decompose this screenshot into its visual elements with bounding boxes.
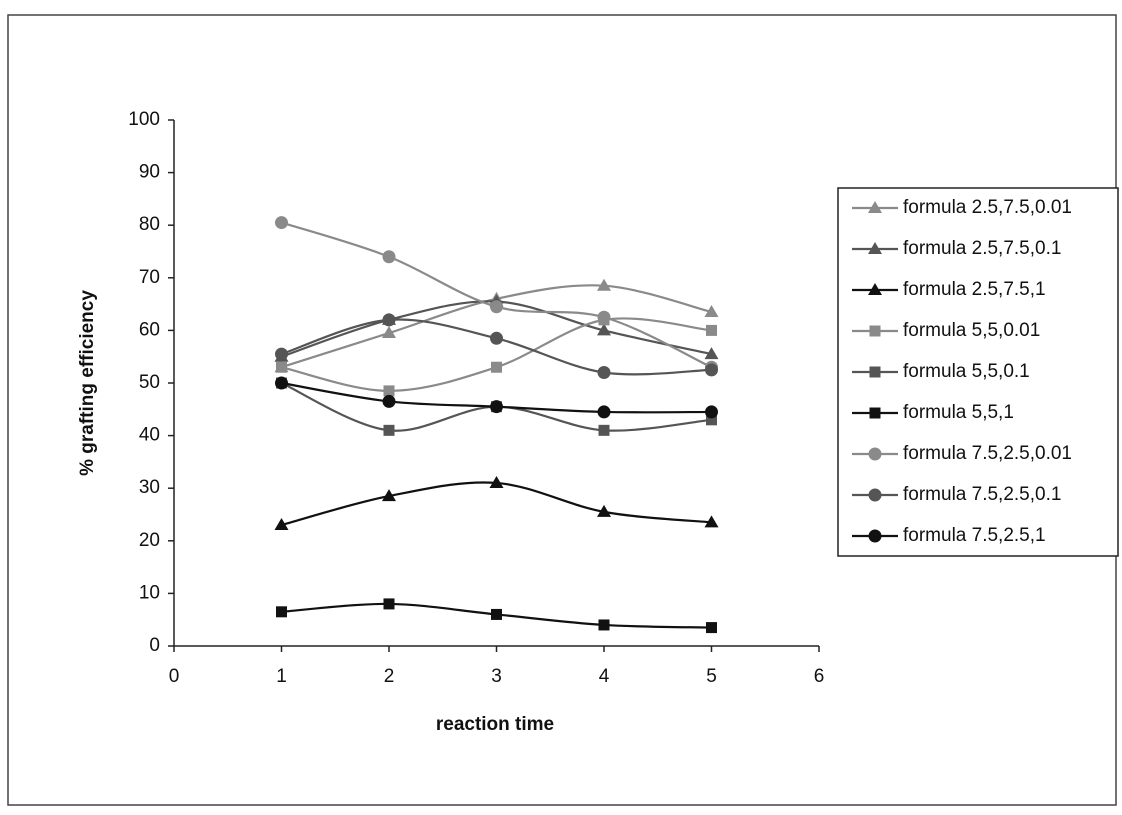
x-tick-label: 5 <box>706 666 717 687</box>
data-point <box>383 250 396 263</box>
y-tick-label: 90 <box>139 162 160 183</box>
x-tick-label: 3 <box>491 666 502 687</box>
x-tick-label: 2 <box>384 666 395 687</box>
data-point <box>598 311 611 324</box>
x-tick-label: 0 <box>169 666 180 687</box>
data-point <box>275 377 288 390</box>
data-point <box>276 362 287 373</box>
chart: reaction time % grafting efficiency 0102… <box>0 0 1122 815</box>
x-tick-label: 6 <box>814 666 825 687</box>
data-point <box>384 425 395 436</box>
data-point <box>598 366 611 379</box>
data-point <box>384 598 395 609</box>
y-tick-label: 20 <box>139 530 160 551</box>
y-tick-label: 10 <box>139 582 160 603</box>
legend-label: formula 2.5,7.5,1 <box>903 279 1046 300</box>
legend-marker <box>869 530 882 543</box>
y-tick-label: 100 <box>128 109 160 130</box>
data-point <box>491 362 502 373</box>
x-tick-label: 1 <box>276 666 287 687</box>
data-point <box>383 313 396 326</box>
y-tick-label: 30 <box>139 477 160 498</box>
legend-marker <box>870 408 881 419</box>
data-point <box>599 619 610 630</box>
data-point <box>599 425 610 436</box>
legend-marker <box>870 367 881 378</box>
y-tick-label: 60 <box>139 319 160 340</box>
data-point <box>598 405 611 418</box>
legend-marker <box>869 448 882 461</box>
data-point <box>491 609 502 620</box>
legend-label: formula 7.5,2.5,0.01 <box>903 443 1072 464</box>
data-point <box>490 400 503 413</box>
legend-label: formula 5,5,0.01 <box>903 320 1040 341</box>
legend-label: formula 5,5,0.1 <box>903 361 1030 382</box>
y-tick-label: 40 <box>139 425 160 446</box>
legend-marker <box>869 489 882 502</box>
data-point <box>705 363 718 376</box>
x-tick-label: 4 <box>599 666 610 687</box>
data-point <box>275 216 288 229</box>
y-tick-label: 80 <box>139 214 160 235</box>
series-line <box>282 482 712 525</box>
x-axis-title: reaction time <box>436 714 554 735</box>
data-point <box>490 332 503 345</box>
legend-label: formula 2.5,7.5,0.1 <box>903 238 1061 259</box>
legend-marker <box>870 326 881 337</box>
data-point <box>706 622 717 633</box>
legend-label: formula 7.5,2.5,1 <box>903 525 1046 546</box>
data-point <box>276 606 287 617</box>
data-point <box>384 385 395 396</box>
legend-label: formula 5,5,1 <box>903 402 1014 423</box>
y-axis-title: % grafting efficiency <box>77 290 98 476</box>
data-point <box>706 325 717 336</box>
data-point <box>275 348 288 361</box>
legend-label: formula 2.5,7.5,0.01 <box>903 197 1072 218</box>
y-tick-label: 50 <box>139 372 160 393</box>
y-tick-label: 0 <box>149 635 160 656</box>
y-tick-label: 70 <box>139 267 160 288</box>
data-point <box>705 405 718 418</box>
legend-label: formula 7.5,2.5,0.1 <box>903 484 1061 505</box>
data-point <box>383 395 396 408</box>
data-point <box>490 300 503 313</box>
